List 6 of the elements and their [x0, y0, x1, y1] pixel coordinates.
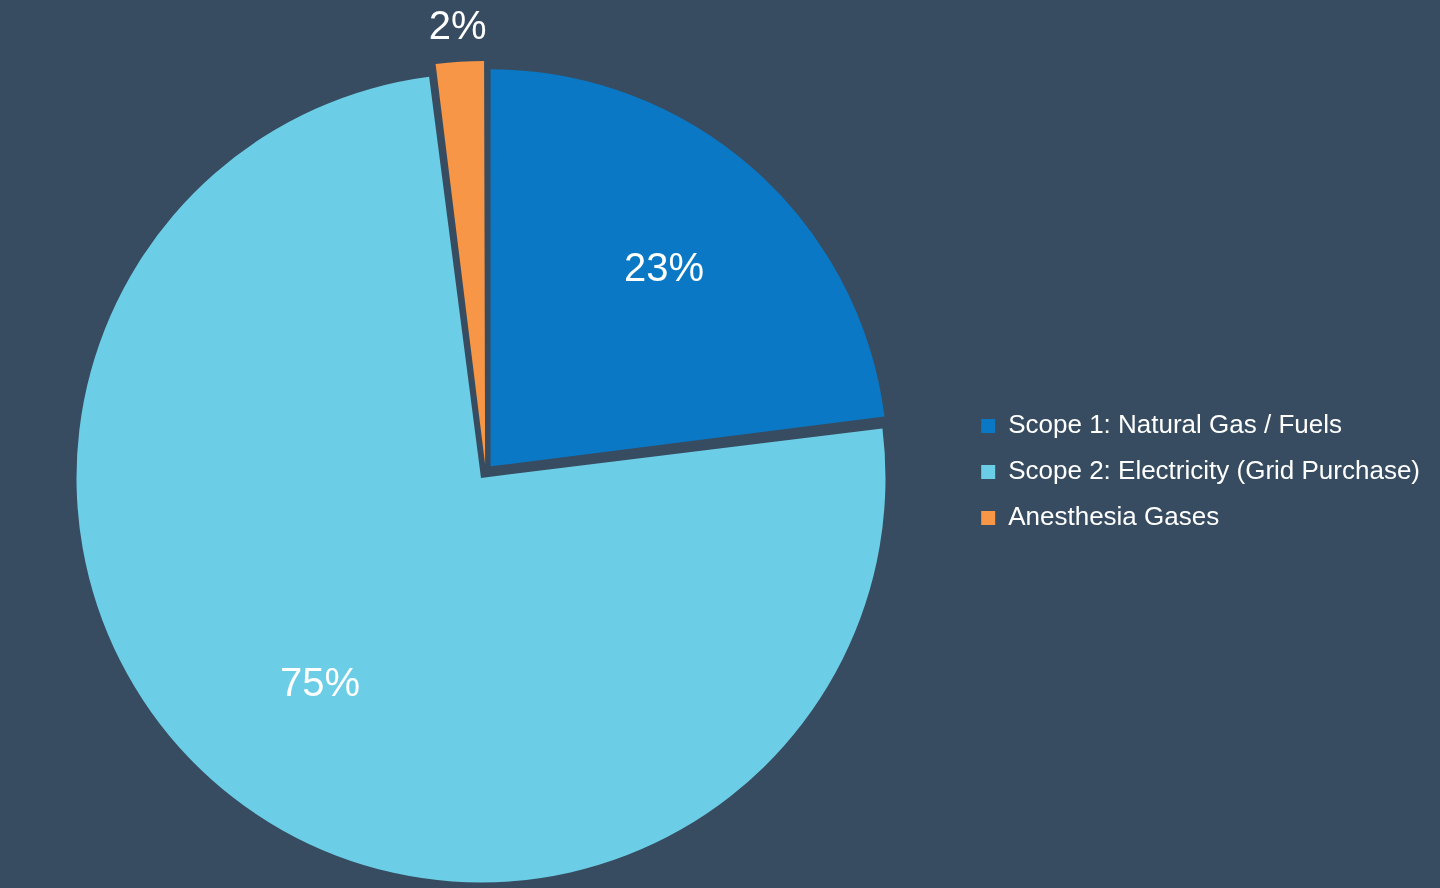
legend-label: Scope 2: Electricity (Grid Purchase): [1008, 455, 1420, 486]
legend-label: Scope 1: Natural Gas / Fuels: [1008, 409, 1343, 440]
data-label: 75%: [280, 660, 361, 705]
data-label: 23%: [624, 244, 705, 289]
legend-label: Anesthesia Gases: [1008, 501, 1220, 532]
data-label: 2%: [428, 3, 487, 48]
